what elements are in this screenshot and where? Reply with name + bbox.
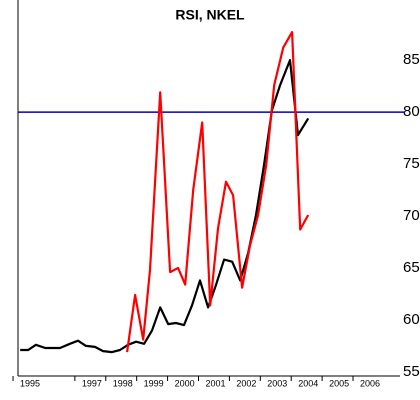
x-tick-label: 2004 bbox=[298, 378, 318, 388]
y-tick-label: 60 bbox=[403, 311, 420, 328]
y-tick-label: 80 bbox=[403, 103, 420, 120]
x-tick-label: 2006 bbox=[360, 378, 380, 388]
y-tick-label: 55 bbox=[403, 363, 420, 380]
chart-title: RSI, NKEL bbox=[175, 7, 245, 23]
x-tick-label: 2005 bbox=[329, 378, 349, 388]
y-tick-label: 65 bbox=[403, 259, 420, 276]
y-tick-label: 70 bbox=[403, 207, 420, 224]
y-tick-label: 75 bbox=[403, 155, 420, 172]
x-tick-label: 2001 bbox=[205, 378, 225, 388]
x-tick-label: 1997 bbox=[82, 378, 102, 388]
series-line bbox=[20, 59, 310, 354]
x-tick-label: 2003 bbox=[267, 378, 287, 388]
x-tick-label: 1999 bbox=[144, 378, 164, 388]
x-tick-label: 1995 bbox=[20, 378, 40, 388]
x-tick-label: 2000 bbox=[175, 378, 195, 388]
x-tick-label: 1998 bbox=[113, 378, 133, 388]
series-line bbox=[126, 30, 310, 353]
x-tick-label: 2002 bbox=[236, 378, 256, 388]
y-tick-label: 85 bbox=[403, 51, 420, 68]
